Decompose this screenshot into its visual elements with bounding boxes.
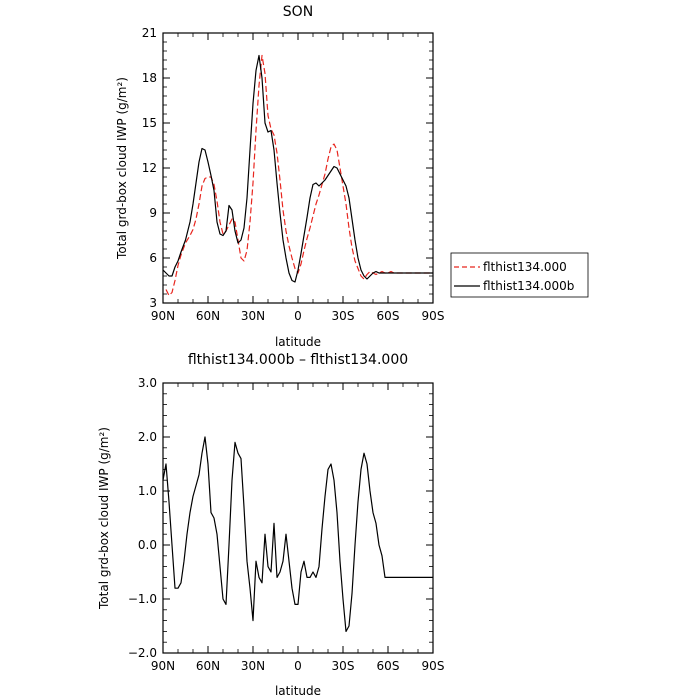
top-ytick-label: 3 [149, 296, 157, 310]
bottom-ytick-label: −1.0 [128, 592, 157, 606]
bottom-xtick-label: 60S [377, 659, 400, 673]
top-xtick-label: 60N [196, 309, 220, 323]
bottom-xtick-labels: 90N 60N 30N 0 30S 60S 90S [151, 659, 445, 673]
top-series-line-1 [165, 54, 430, 297]
bottom-ytick-label: 3.0 [138, 376, 157, 390]
bottom-xtick-label: 30S [332, 659, 355, 673]
top-ytick-label: 6 [149, 251, 157, 265]
top-xtick-label: 30N [241, 309, 265, 323]
top-chart-title: SON [283, 4, 313, 20]
top-xtick-label: 0 [294, 309, 302, 323]
top-xtick-label: 90N [151, 309, 175, 323]
bottom-xtick-label: 30N [241, 659, 265, 673]
top-ytick-label: 12 [142, 161, 157, 175]
bottom-chart-title: flthist134.000b – flthist134.000 [188, 352, 408, 368]
top-x-axis-label: latitude [275, 335, 321, 349]
top-ytick-labels: 3 6 9 12 15 18 21 [142, 26, 157, 310]
top-ytick-label: 15 [142, 116, 157, 130]
bottom-series-line-1 [162, 436, 433, 633]
bottom-ytick-label: −2.0 [128, 646, 157, 660]
bottom-plot-frame [162, 382, 434, 654]
top-series-lines [162, 54, 433, 297]
legend-label-series-b: flthist134.000b [483, 279, 574, 293]
top-y-axis-label: Total grd-box cloud IWP (g/m²) [115, 77, 129, 260]
bottom-x-axis-label: latitude [275, 684, 321, 698]
bottom-ytick-labels: −2.0 −1.0 0.0 1.0 2.0 3.0 [128, 376, 157, 660]
bottom-xtick-label: 90N [151, 659, 175, 673]
legend-box [450, 252, 589, 298]
bottom-ytick-label: 0.0 [138, 538, 157, 552]
bottom-y-axis-label: Total grd-box cloud IWP (g/m²) [97, 427, 111, 610]
legend: flthist134.000 flthist134.000b [450, 252, 589, 298]
bottom-panel: flthist134.000b – flthist134.000 −2.0 −1.… [97, 352, 444, 698]
bottom-ytick-label: 1.0 [138, 484, 157, 498]
top-xtick-label: 30S [332, 309, 355, 323]
top-panel: SON 3 6 9 12 15 18 21 90N 60N 30N 0 30S 60S 90S lati… [115, 4, 444, 349]
top-xtick-label: 60S [377, 309, 400, 323]
bottom-xtick-label: 60N [196, 659, 220, 673]
top-series-line-2 [162, 54, 433, 283]
top-plot-frame [162, 32, 434, 304]
top-axis-ticks [162, 32, 434, 304]
top-xtick-label: 90S [422, 309, 445, 323]
bottom-xtick-label: 90S [422, 659, 445, 673]
bottom-ytick-label: 2.0 [138, 430, 157, 444]
bottom-axis-ticks [162, 382, 434, 654]
bottom-series-line [162, 436, 433, 633]
top-ytick-label: 18 [142, 71, 157, 85]
legend-label-series-a: flthist134.000 [483, 260, 567, 274]
top-ytick-label: 21 [142, 26, 157, 40]
top-xtick-labels: 90N 60N 30N 0 30S 60S 90S [151, 309, 445, 323]
top-ytick-label: 9 [149, 206, 157, 220]
bottom-xtick-label: 0 [294, 659, 302, 673]
